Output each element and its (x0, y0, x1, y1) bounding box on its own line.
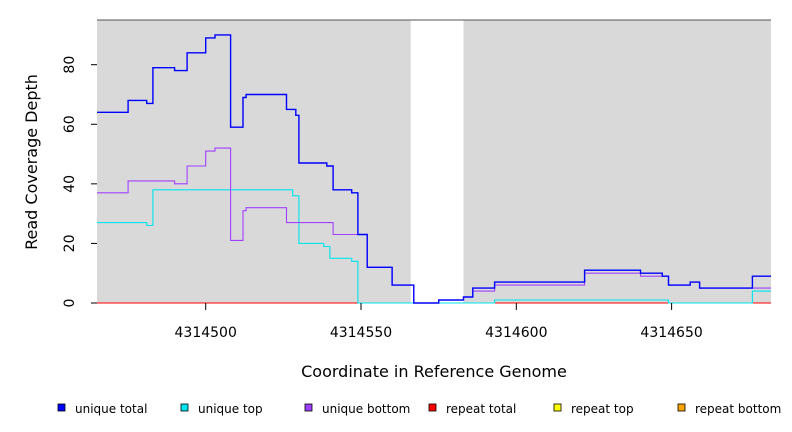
shaded-region-2 (463, 20, 771, 303)
legend-label-repeat-top: repeat top (571, 402, 634, 416)
legend-swatch-unique-bottom (304, 403, 313, 412)
shaded-region-1 (97, 20, 411, 303)
x-tick-label-4314600: 4314600 (485, 325, 547, 341)
x-tick-label-4314550: 4314550 (330, 325, 392, 341)
legend-swatch-unique-top (180, 403, 189, 412)
legend-label-unique-top: unique top (198, 402, 263, 416)
legend-swatch-unique-total (57, 403, 66, 412)
y-tick-label-0: 0 (62, 299, 78, 308)
axes-layer: 0 20 40 60 80 4314500 4314550 4314600 4314650 (62, 19, 771, 341)
series-line-unique-total (97, 34, 771, 304)
series-line-unique-top (97, 189, 771, 304)
y-axis-title: Read Coverage Depth (22, 74, 41, 250)
y-tick-label-20: 20 (62, 235, 78, 253)
legend-swatch-repeat-bottom (677, 403, 686, 412)
plot-area (97, 20, 771, 303)
legend-swatch-repeat-top (553, 403, 562, 412)
legend-label-unique-total: unique total (75, 402, 147, 416)
legend-label-repeat-total: repeat total (446, 402, 516, 416)
legend-label-unique-bottom: unique bottom (322, 402, 410, 416)
y-tick-label-80: 80 (62, 56, 78, 74)
legend-swatch-repeat-total (428, 403, 437, 412)
x-tick-label-4314650: 4314650 (640, 325, 702, 341)
legend: unique total unique top unique bottom repea… (57, 402, 781, 416)
y-tick-label-40: 40 (62, 175, 78, 193)
x-axis-title: Coordinate in Reference Genome (301, 362, 567, 381)
x-tick-label-4314500: 4314500 (175, 325, 237, 341)
legend-label-repeat-bottom: repeat bottom (695, 402, 781, 416)
y-tick-label-60: 60 (62, 115, 78, 133)
series-layer (97, 34, 771, 304)
